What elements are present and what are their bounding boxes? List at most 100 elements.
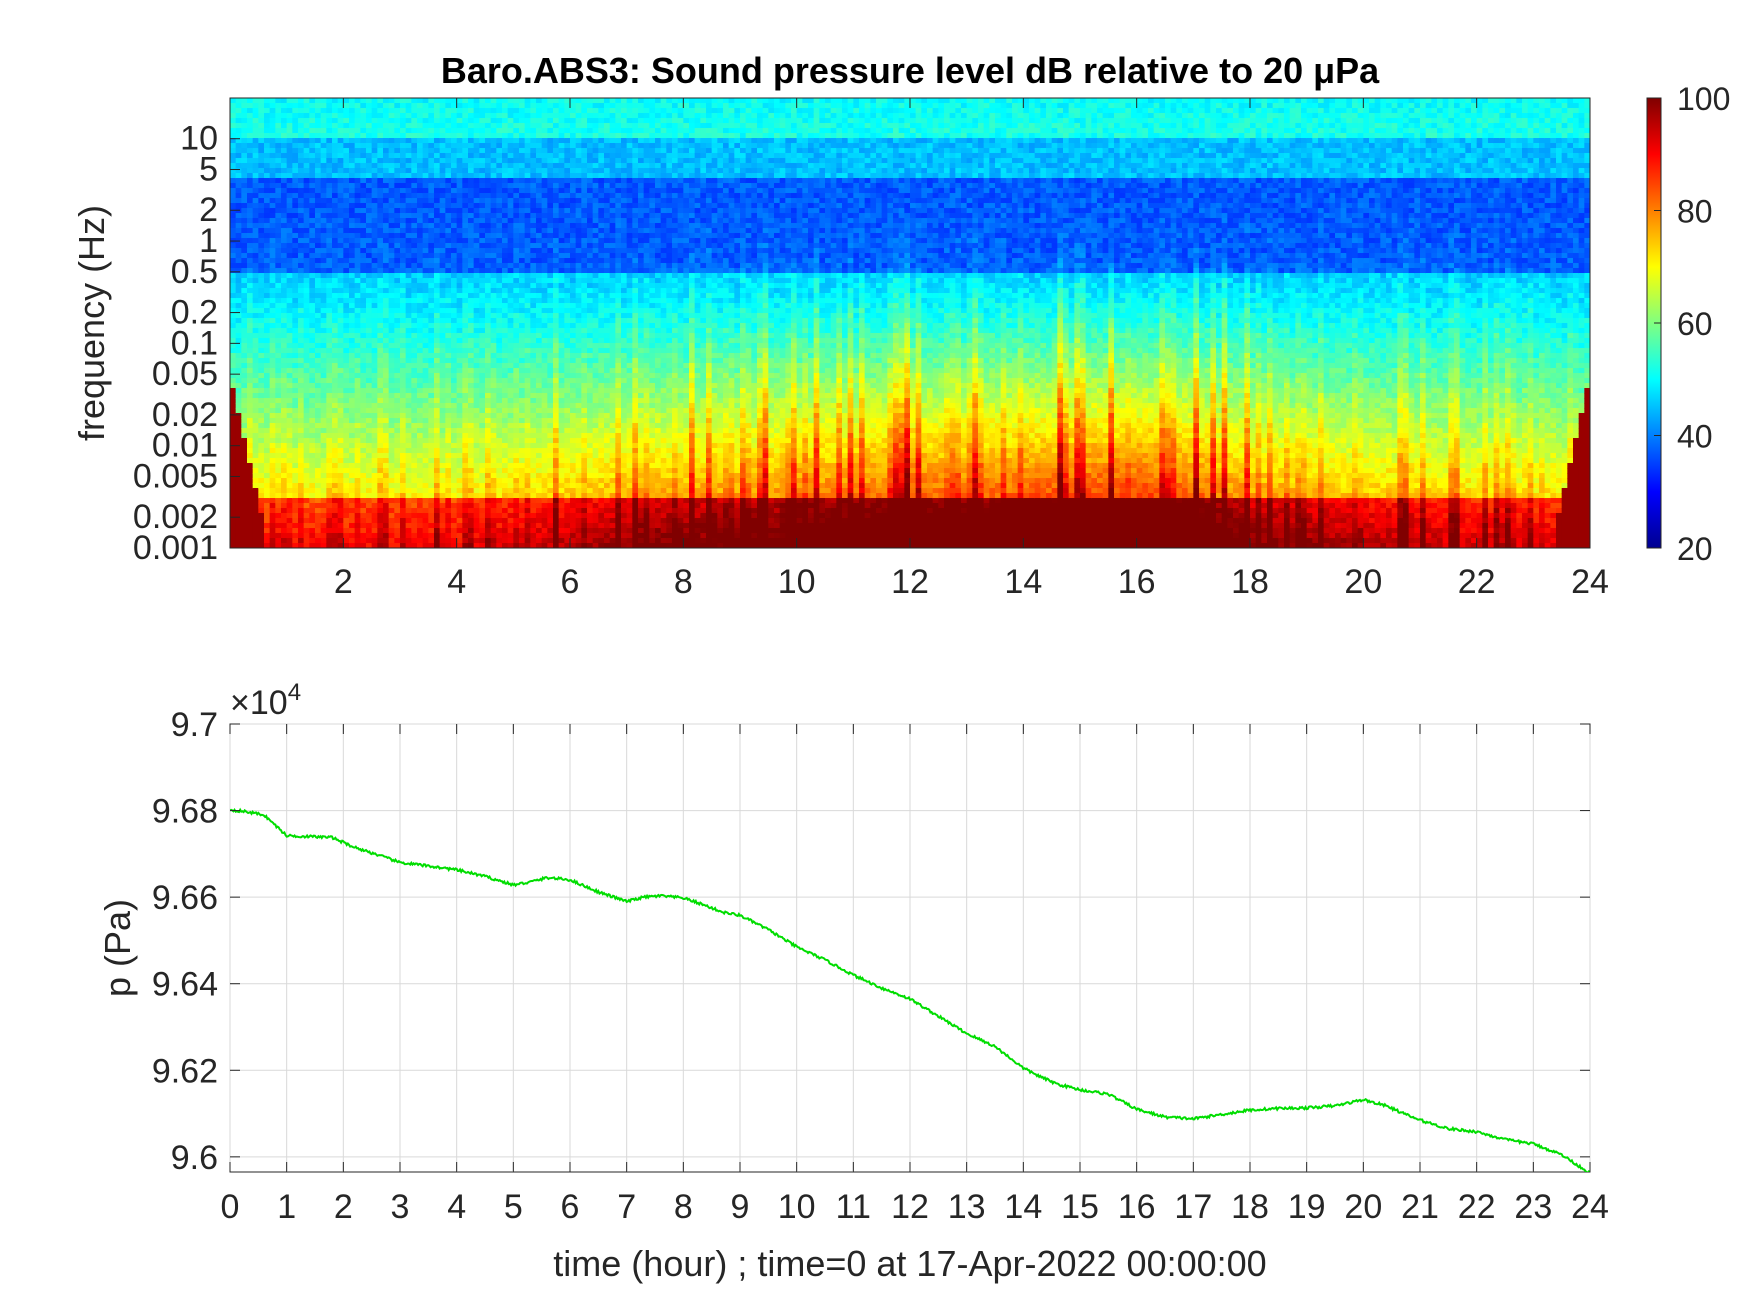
heatmap-cell <box>507 218 514 224</box>
heatmap-cell <box>332 523 339 529</box>
heatmap-cell <box>502 498 509 504</box>
heatmap-cell <box>462 453 469 459</box>
heatmap-cell <box>286 538 293 544</box>
heatmap-cell <box>405 528 412 534</box>
heatmap-cell <box>252 158 259 164</box>
heatmap-cell <box>252 513 259 519</box>
heatmap-cell <box>247 533 254 539</box>
heatmap-cell <box>252 443 259 449</box>
heatmap-cell <box>360 153 367 159</box>
heatmap-cell <box>451 433 458 439</box>
heatmap-cell <box>298 268 305 274</box>
heatmap-cell <box>332 533 339 539</box>
heatmap-cell <box>502 343 509 349</box>
heatmap-cell <box>320 228 327 234</box>
heatmap-cell <box>394 428 401 434</box>
heatmap-cell <box>479 278 486 284</box>
heatmap-cell <box>235 223 242 229</box>
heatmap-cell <box>541 158 548 164</box>
heatmap-cell <box>298 493 305 499</box>
heatmap-cell <box>366 263 373 269</box>
heatmap-cell <box>451 423 458 429</box>
heatmap-cell <box>434 233 441 239</box>
heatmap-cell <box>502 143 509 149</box>
heatmap-cell <box>326 208 333 214</box>
heatmap-cell <box>405 193 412 199</box>
heatmap-cell <box>462 403 469 409</box>
heatmap-cell <box>451 438 458 444</box>
heatmap-cell <box>366 143 373 149</box>
heatmap-cell <box>337 233 344 239</box>
heatmap-cell <box>292 98 299 104</box>
heatmap-cell <box>388 388 395 394</box>
heatmap-cell <box>320 513 327 519</box>
heatmap-cell <box>332 238 339 244</box>
heatmap-cell <box>303 438 310 444</box>
heatmap-cell <box>315 413 322 419</box>
heatmap-cell <box>451 393 458 399</box>
heatmap-cell <box>462 433 469 439</box>
heatmap-cell <box>360 353 367 359</box>
heatmap-cell <box>388 358 395 364</box>
heatmap-cell <box>519 113 526 119</box>
heatmap-cell <box>428 278 435 284</box>
heatmap-cell <box>309 303 316 309</box>
heatmap-cell <box>343 518 350 524</box>
heatmap-cell <box>298 253 305 259</box>
heatmap-cell <box>235 498 242 504</box>
heatmap-cell <box>451 258 458 264</box>
heatmap-cell <box>354 313 361 319</box>
heatmap-cell <box>519 443 526 449</box>
heatmap-cell <box>485 498 492 504</box>
heatmap-cell <box>519 463 526 469</box>
heatmap-cell <box>456 178 463 184</box>
heatmap-cell <box>247 168 254 174</box>
heatmap-cell <box>496 293 503 299</box>
heatmap-cell <box>451 263 458 269</box>
heatmap-cell <box>456 118 463 124</box>
heatmap-cell <box>519 513 526 519</box>
heatmap-cell <box>286 233 293 239</box>
heatmap-cell <box>434 223 441 229</box>
heatmap-cell <box>388 528 395 534</box>
heatmap-cell <box>439 473 446 479</box>
heatmap-cell <box>519 143 526 149</box>
heatmap-cell <box>394 213 401 219</box>
heatmap-cell <box>269 273 276 279</box>
heatmap-cell <box>383 233 390 239</box>
heatmap-cell <box>309 243 316 249</box>
heatmap-cell <box>252 108 259 114</box>
heatmap-cell <box>524 173 531 179</box>
heatmap-cell <box>264 303 271 309</box>
heatmap-cell <box>490 113 497 119</box>
heatmap-cell <box>479 453 486 459</box>
heatmap-cell <box>354 248 361 254</box>
heatmap-cell <box>411 398 418 404</box>
heatmap-cell <box>400 423 407 429</box>
heatmap-cell <box>235 163 242 169</box>
heatmap-cell <box>349 398 356 404</box>
heatmap-cell <box>502 323 509 329</box>
heatmap-cell <box>507 168 514 174</box>
heatmap-cell <box>252 233 259 239</box>
heatmap-cell <box>366 333 373 339</box>
heatmap-cell <box>524 503 531 509</box>
heatmap-cell <box>281 288 288 294</box>
heatmap-cell <box>252 463 259 469</box>
heatmap-cell <box>422 318 429 324</box>
heatmap-cell <box>434 453 441 459</box>
heatmap-cell <box>269 428 276 434</box>
heatmap-cell <box>349 298 356 304</box>
heatmap-cell <box>371 243 378 249</box>
heatmap-cell <box>354 298 361 304</box>
heatmap-cell <box>530 173 537 179</box>
heatmap-cell <box>428 293 435 299</box>
heatmap-cell <box>309 248 316 254</box>
heatmap-cell <box>366 438 373 444</box>
heatmap-cell <box>332 228 339 234</box>
heatmap-cell <box>445 223 452 229</box>
heatmap-cell <box>468 293 475 299</box>
heatmap-cell <box>337 123 344 129</box>
heatmap-cell <box>473 148 480 154</box>
heatmap-cell <box>337 418 344 424</box>
